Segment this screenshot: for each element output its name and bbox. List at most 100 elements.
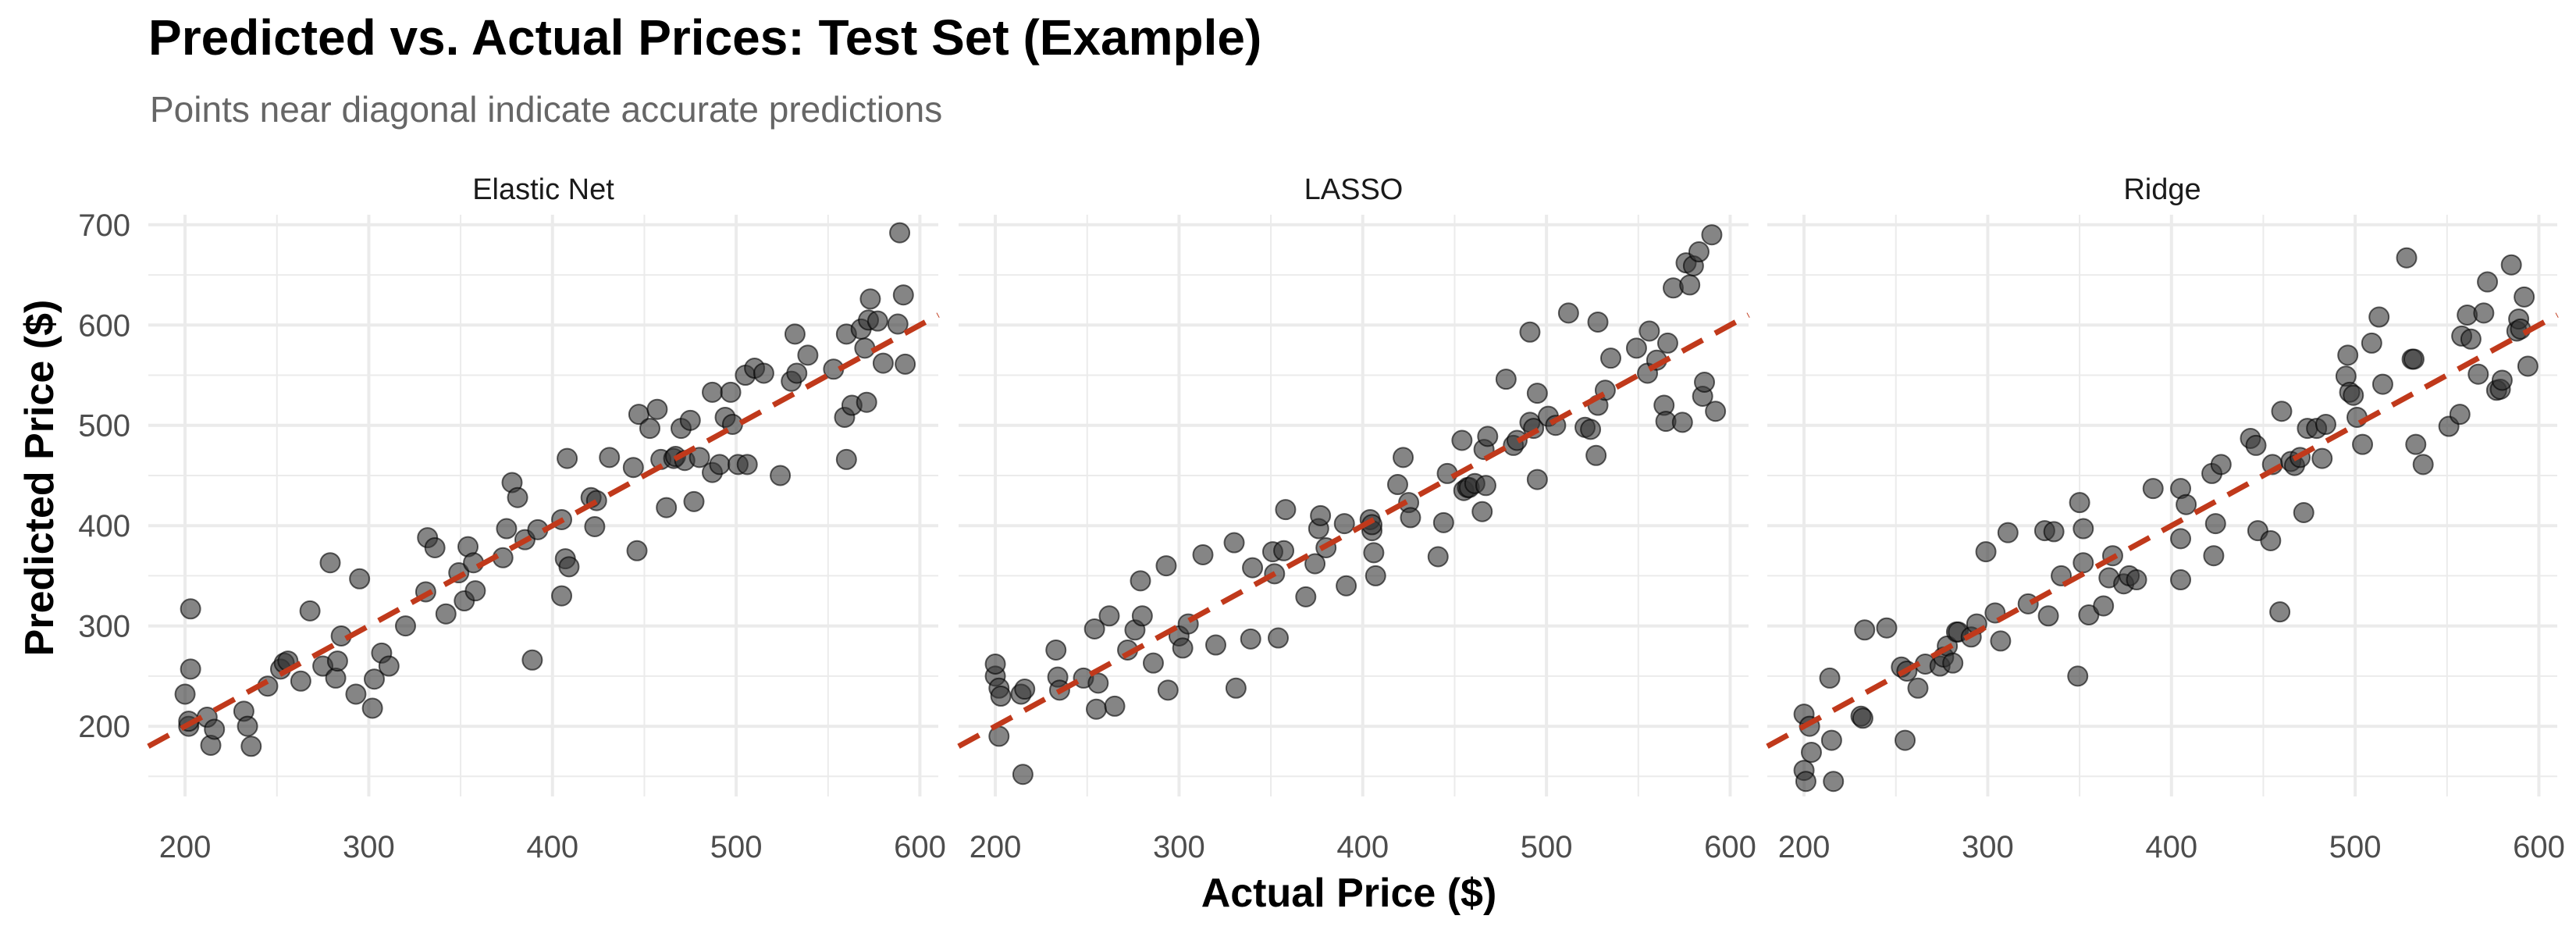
data-point (2204, 513, 2226, 535)
data-point (2500, 254, 2522, 276)
data-point (1819, 667, 1841, 689)
data-point (1701, 224, 1723, 246)
data-point (1223, 532, 1245, 554)
data-point (345, 683, 367, 705)
data-point (326, 650, 348, 672)
data-point (2405, 433, 2427, 455)
facet-panel-elastic-net: Elastic Net 200 300 400 500 600 200 300 400 500 60… (78, 173, 946, 864)
data-point (1599, 347, 1621, 369)
data-point (1432, 511, 1454, 533)
data-point (2473, 302, 2495, 324)
data-point (2037, 605, 2059, 627)
data-point (1304, 553, 1326, 575)
facet-panel-ridge: Ridge 200 300 400 500 600 (1766, 173, 2565, 864)
data-point (835, 448, 857, 470)
data-point (2371, 373, 2393, 395)
facet-panel-lasso: LASSO 200 300 400 500 600 (957, 173, 1756, 864)
data-point (2245, 434, 2267, 456)
data-point (736, 454, 758, 476)
data-point (1526, 468, 1548, 490)
data-point (1580, 419, 1602, 440)
data-point (424, 536, 446, 558)
data-point (361, 697, 383, 719)
data-point (2337, 344, 2359, 366)
data-point (2403, 348, 2425, 370)
facet-label: Elastic Net (472, 173, 614, 206)
data-point (1386, 474, 1408, 496)
data-point (1086, 698, 1108, 720)
data-point (1087, 672, 1109, 694)
data-point (2203, 545, 2225, 567)
data-point (1014, 679, 1036, 700)
data-point (1526, 383, 1548, 404)
data-point (2361, 332, 2382, 354)
data-point (1240, 628, 1261, 650)
data-point (1130, 570, 1151, 592)
data-point (1427, 546, 1449, 568)
data-point (683, 490, 705, 512)
data-point (464, 580, 486, 602)
chart-title: Predicted vs. Actual Prices: Test Set (E… (148, 9, 1261, 66)
data-point (1477, 426, 1499, 447)
data-point (1876, 617, 1898, 639)
data-point (2467, 363, 2489, 385)
y-axis-title: Predicted Price ($) (17, 300, 62, 657)
data-point (1990, 630, 2012, 652)
data-point (2269, 601, 2291, 623)
data-point (349, 568, 371, 590)
data-point (688, 447, 710, 468)
data-point (496, 518, 518, 540)
data-point (2142, 478, 2164, 500)
data-point (1083, 618, 1105, 640)
data-point (895, 353, 916, 375)
data-point (797, 344, 819, 366)
data-point (2271, 401, 2293, 422)
data-point (1451, 429, 1473, 451)
data-point (1192, 543, 1214, 565)
x-tick-label: 300 (343, 830, 395, 864)
data-point (319, 552, 341, 574)
data-point (1638, 320, 1660, 342)
data-point (2491, 369, 2513, 391)
y-tick-label: 700 (78, 208, 130, 243)
data-point (1656, 332, 1678, 354)
data-point (1471, 501, 1493, 522)
data-point (1671, 411, 1693, 433)
data-point (1694, 372, 1716, 394)
data-point (702, 381, 724, 403)
data-point (1273, 540, 1295, 561)
data-point (626, 540, 648, 561)
x-tick-label: 200 (159, 830, 212, 864)
data-point (2412, 454, 2434, 476)
data-point (1820, 729, 1842, 751)
data-point (2477, 271, 2499, 293)
data-point (1268, 627, 1290, 649)
data-point (2170, 569, 2192, 591)
x-tick-label: 300 (1153, 830, 1205, 864)
data-point (237, 715, 258, 737)
data-point (646, 398, 668, 420)
data-point (622, 457, 644, 479)
data-point (435, 603, 457, 625)
data-point (1310, 504, 1332, 526)
x-tick-label: 400 (1336, 830, 1389, 864)
data-point (887, 313, 909, 335)
data-point (656, 497, 678, 518)
data-point (1242, 557, 1264, 579)
data-point (1400, 507, 1421, 529)
data-point (720, 381, 742, 403)
data-point (558, 556, 580, 578)
data-point (866, 310, 888, 332)
data-point (2093, 595, 2115, 617)
data-point (1852, 707, 1873, 729)
data-point (507, 486, 528, 508)
data-point (1098, 605, 1120, 627)
data-point (1204, 634, 1226, 656)
data-point (2514, 286, 2535, 308)
data-point (984, 653, 1006, 675)
y-tick-label: 300 (78, 610, 130, 644)
data-point (2314, 413, 2336, 435)
data-point (1795, 771, 1816, 793)
reference-line (147, 312, 940, 749)
data-point (2311, 447, 2333, 469)
